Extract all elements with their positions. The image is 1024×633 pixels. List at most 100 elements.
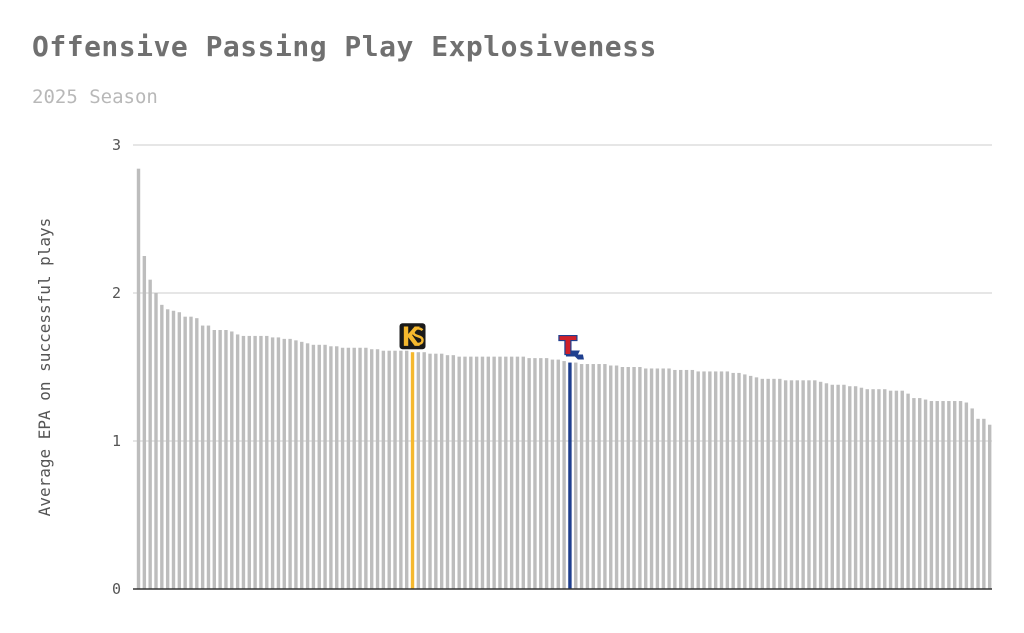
bar (673, 369, 677, 589)
bar (539, 358, 543, 589)
ks-logo-icon (399, 323, 426, 350)
bar (597, 364, 601, 589)
bar (748, 375, 753, 589)
bar (731, 372, 735, 589)
y-tick-label: 3 (112, 136, 121, 154)
bar (982, 418, 986, 589)
bar (335, 346, 339, 589)
bar (638, 367, 642, 589)
bar (276, 337, 281, 589)
bar (515, 356, 520, 589)
bar (165, 309, 170, 589)
bar (474, 356, 479, 589)
bar (813, 380, 817, 589)
bar (340, 347, 345, 589)
bar (976, 418, 980, 589)
y-tick-label: 2 (112, 284, 121, 302)
bar (626, 367, 630, 589)
bar (346, 347, 351, 589)
bar (288, 338, 292, 589)
bar (241, 335, 246, 589)
bar (439, 353, 444, 589)
bar (329, 346, 333, 589)
bar (294, 340, 298, 589)
bar (253, 335, 257, 589)
bar (783, 380, 788, 589)
highlighted-bar (568, 362, 572, 589)
bar (795, 380, 799, 589)
bar (614, 365, 619, 589)
bar (644, 368, 648, 589)
bar (935, 401, 939, 589)
bar (696, 371, 700, 589)
bar (690, 369, 695, 589)
bar (498, 356, 502, 589)
bar (387, 350, 391, 589)
bar (970, 408, 974, 589)
chart-subtitle: 2025 Season (32, 86, 158, 108)
bar (393, 350, 397, 589)
bar (719, 371, 724, 589)
bar (416, 352, 421, 589)
bar (300, 341, 304, 589)
bar (737, 372, 741, 589)
bar (824, 383, 829, 589)
highlighted-bar (410, 352, 415, 589)
bar (527, 358, 531, 589)
bar (883, 389, 887, 589)
bar (317, 344, 321, 589)
bar (218, 330, 222, 589)
bar (364, 347, 368, 589)
bar (661, 368, 665, 589)
bar (702, 371, 706, 589)
bar (620, 367, 625, 589)
bar (725, 371, 730, 589)
bar (679, 369, 683, 589)
bar (579, 364, 584, 589)
bar (305, 343, 310, 589)
bar (544, 358, 549, 589)
bar (912, 398, 916, 589)
bar (941, 401, 945, 589)
bar (270, 337, 275, 589)
bar (230, 331, 234, 589)
bar (562, 361, 566, 589)
bar (200, 325, 205, 589)
bar (766, 378, 770, 589)
bar (649, 368, 654, 589)
bar (713, 371, 718, 589)
bar (195, 318, 199, 589)
bar (154, 293, 158, 589)
bar (853, 386, 858, 589)
bar (142, 256, 147, 589)
bar (760, 378, 765, 589)
bar (428, 353, 432, 589)
bar (807, 380, 811, 589)
bar (445, 355, 450, 589)
bar (136, 168, 141, 589)
bar (556, 359, 560, 589)
t-louisiana-logo-icon (558, 334, 584, 360)
bar (224, 330, 228, 589)
bar (323, 344, 327, 589)
bar (830, 384, 834, 589)
bar (708, 371, 712, 589)
bar (987, 424, 992, 589)
bar (754, 377, 759, 589)
bar (947, 401, 951, 589)
bar (842, 384, 846, 589)
bar (259, 335, 263, 589)
bar (918, 398, 922, 589)
bar (212, 330, 216, 589)
bar (358, 347, 362, 589)
bar (655, 368, 660, 589)
bar (772, 378, 776, 589)
bar (451, 355, 456, 589)
bar (492, 356, 496, 589)
bar (183, 316, 187, 589)
chart-title: Offensive Passing Play Explosiveness (32, 30, 657, 63)
bar (953, 401, 957, 589)
bar (859, 387, 864, 589)
bar (906, 393, 910, 589)
